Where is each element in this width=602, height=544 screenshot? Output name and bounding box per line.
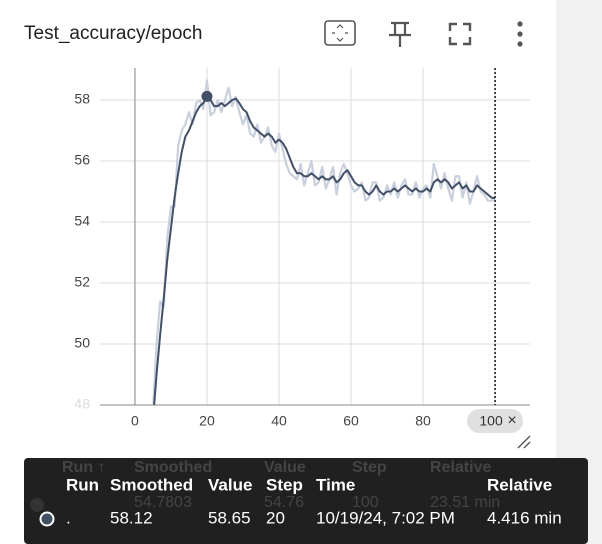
resize-handle[interactable] [517, 435, 531, 449]
ghost-header-cell: Relative [430, 459, 491, 476]
tooltip-row-cell: . [66, 508, 71, 527]
close-icon[interactable]: × [507, 412, 516, 429]
run-color-dot [39, 511, 55, 527]
toolbar [324, 20, 523, 47]
x-tick-label: 20 [199, 413, 215, 429]
ghost-row-cell: 23.51 min [430, 494, 500, 511]
card-title: Test_accuracy/epoch [24, 23, 203, 44]
raw-line [152, 79, 496, 405]
ghost-row-cell: 54.7803 [134, 494, 192, 511]
tooltip-row-cell: 10/19/24, 7:02 PM [316, 508, 455, 527]
fit-domain-button[interactable] [324, 20, 356, 46]
axes: 48 50 52 54 56 58 0 20 40 60 80 [74, 68, 530, 429]
tooltip-header-cell: Time [316, 475, 355, 494]
x-tick-label: 60 [343, 413, 359, 429]
more-button[interactable] [517, 21, 523, 47]
tooltip-header-cell: Smoothed [110, 475, 193, 494]
y-tick-label: 52 [74, 274, 90, 290]
x-tick-label: 0 [131, 413, 139, 429]
tooltip-row-cell: 58.12 [110, 508, 153, 527]
tooltip-header-cell: Relative [487, 475, 552, 494]
ghost-header-cell: Value [264, 459, 306, 476]
tooltip-header-cell: Step [266, 475, 303, 494]
tooltip-background [24, 458, 588, 544]
x-tick-label: 80 [415, 413, 431, 429]
y-tick-label: 58 [74, 91, 90, 107]
tooltip-row-cell: 20 [266, 508, 285, 527]
ghost-header-cell: Run ↑ [62, 459, 106, 476]
plot-area [152, 79, 496, 405]
y-tick-label: 48 [74, 396, 90, 412]
overlay: 100 × [201, 68, 524, 433]
ghost-header-cell: Smoothed [134, 459, 212, 476]
x-tick-label: 100 [479, 413, 503, 429]
ghost-header-cell: Step [352, 459, 387, 476]
side-panel [556, 0, 602, 544]
fullscreen-button[interactable] [448, 22, 472, 46]
tooltip-row-cell: 58.65 [208, 508, 251, 527]
smoothed-line [153, 95, 496, 405]
tooltip-header-cell: Value [208, 475, 252, 494]
ghost-row-cell: 54.76 [264, 494, 304, 511]
y-tick-label: 56 [74, 152, 90, 168]
ghost-run-dot [30, 498, 44, 512]
tooltip-header-cell: Run [66, 475, 99, 494]
highlight-point [201, 90, 213, 102]
hover-step-chip [467, 409, 524, 433]
pin-button[interactable] [389, 21, 411, 47]
x-tick-label: 40 [271, 413, 287, 429]
tooltip-row-cell: 4.416 min [487, 508, 562, 527]
y-tick-label: 54 [74, 213, 90, 229]
y-tick-label: 50 [74, 335, 90, 351]
ghost-row-cell: 100 [352, 494, 379, 511]
